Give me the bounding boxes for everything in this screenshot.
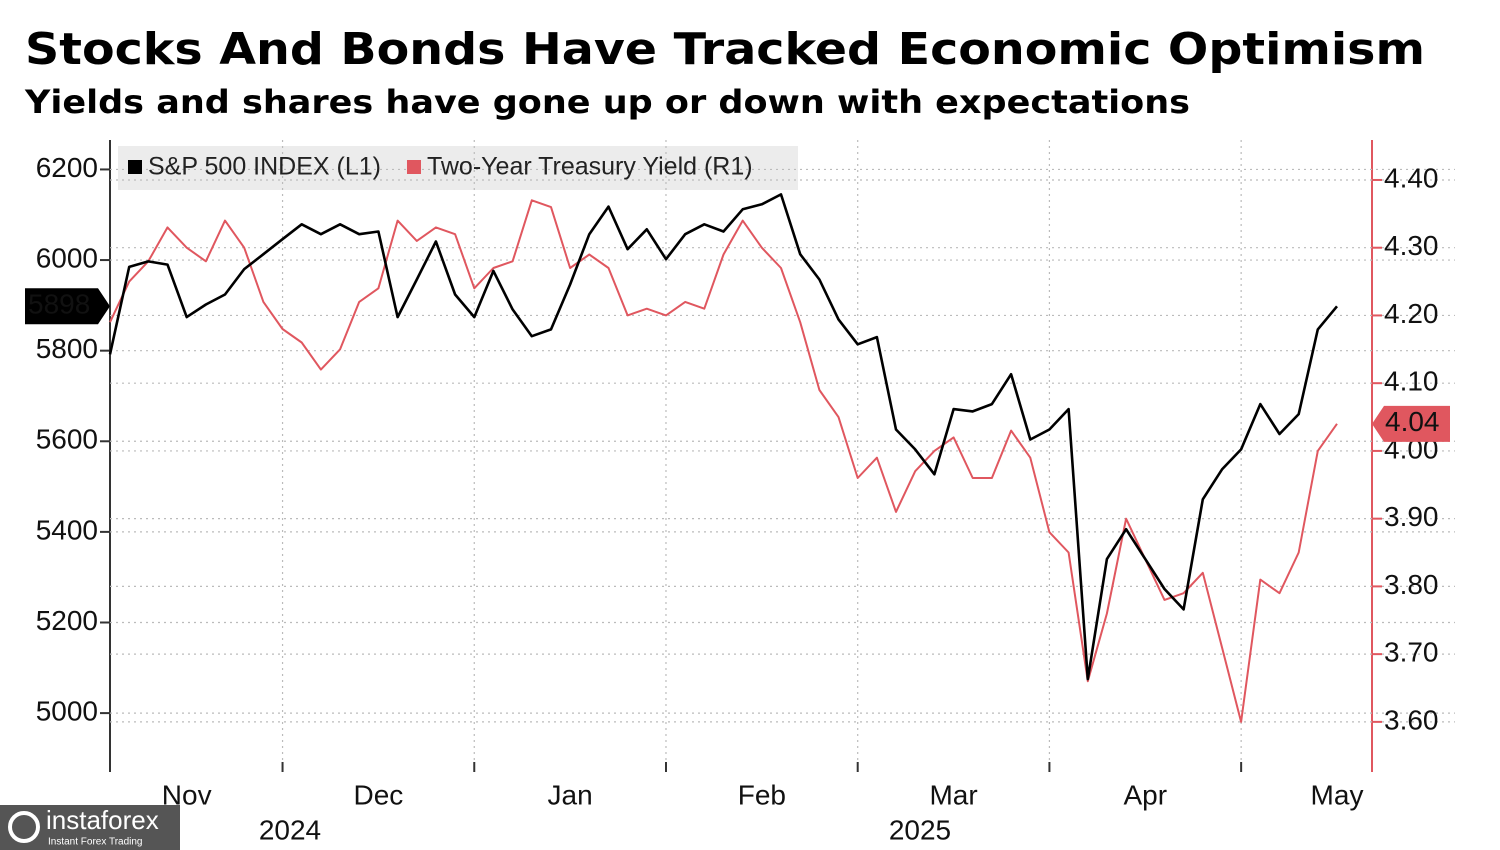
series-line <box>109 199 1338 723</box>
x-tick-label: Apr <box>1123 779 1167 810</box>
y2-tick-label: 3.70 <box>1384 637 1439 668</box>
watermark: instaforex Instant Forex Trading <box>0 805 180 850</box>
y2-tick-label: 4.40 <box>1384 162 1439 193</box>
y2-tick-label: 4.20 <box>1384 298 1439 329</box>
watermark-tagline: Instant Forex Trading <box>48 837 143 848</box>
legend-label: S&P 500 INDEX (L1) <box>148 153 381 181</box>
y2-tick-label: 3.80 <box>1384 569 1439 600</box>
last-value-label: 5898 <box>28 289 90 320</box>
last-value-label: 4.04 <box>1385 406 1440 437</box>
y-tick-label: 6000 <box>36 242 98 273</box>
last-value-tag <box>1372 405 1450 442</box>
watermark-name: instaforex <box>46 805 159 835</box>
y2-tick-label: 4.30 <box>1384 230 1439 261</box>
legend-swatch <box>406 160 421 174</box>
y2-tick-label: 3.90 <box>1384 501 1439 532</box>
y-tick-label: 6200 <box>36 152 98 183</box>
y-tick-label: 5400 <box>36 514 98 545</box>
x-tick-label: May <box>1311 779 1364 810</box>
last-value-tag <box>25 288 110 325</box>
x-tick-label: Jan <box>548 779 593 810</box>
y-tick-label: 5200 <box>36 605 98 636</box>
legend-label: Two-Year Treasury Yield (R1) <box>427 153 753 181</box>
x-tick-label: Dec <box>354 779 404 810</box>
y-tick-label: 5600 <box>36 424 98 455</box>
y-tick-label: 5000 <box>36 695 98 726</box>
year-label: 2025 <box>889 814 951 845</box>
legend-box <box>118 146 798 190</box>
chart-title: Stocks And Bonds Have Tracked Economic O… <box>25 24 1425 75</box>
series-line <box>108 193 1338 681</box>
x-tick-label: Mar <box>929 779 977 810</box>
y2-tick-label: 4.10 <box>1384 366 1439 397</box>
year-label: 2024 <box>259 814 321 845</box>
x-tick-label: Feb <box>738 779 786 810</box>
chart-subtitle: Yields and shares have gone up or down w… <box>24 83 1190 121</box>
watermark-icon <box>8 811 40 843</box>
y-tick-label: 5800 <box>36 333 98 364</box>
y2-tick-label: 3.60 <box>1384 704 1439 735</box>
legend-swatch <box>128 160 142 174</box>
